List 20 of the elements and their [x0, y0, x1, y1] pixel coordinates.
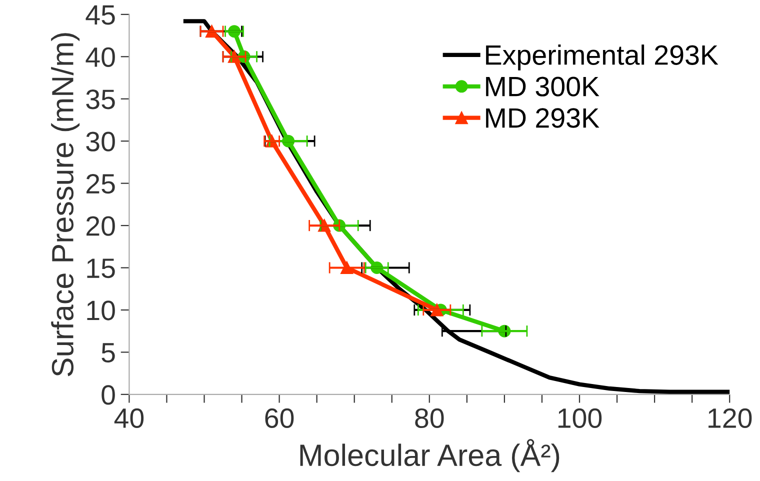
x-tick-label: 40 — [114, 408, 144, 428]
y-tick-label: 35 — [86, 90, 115, 110]
y-axis-title: Surface Pressure (mN/m) — [51, 33, 80, 376]
legend-label: Experimental 293K — [486, 44, 718, 70]
y-tick-label: 15 — [87, 258, 115, 278]
x-tick-label: 60 — [265, 408, 294, 428]
y-tick-label: 20 — [86, 216, 115, 236]
y-tick-label: 0 — [102, 385, 115, 405]
x-tick-label: 100 — [558, 408, 602, 428]
y-tick-label: 25 — [86, 174, 115, 194]
y-tick-label: 30 — [86, 132, 115, 152]
x-axis-title: Molecular Area (Å²) — [300, 439, 560, 472]
y-tick-label: 5 — [102, 343, 115, 363]
y-tick-label: 10 — [87, 300, 115, 320]
legend-label: MD 293K — [486, 108, 600, 128]
x-tick-label: 120 — [708, 408, 752, 428]
y-tick-label: 45 — [86, 5, 115, 25]
x-tick-label: 80 — [415, 408, 444, 428]
y-tick-label: 40 — [86, 47, 115, 67]
legend-label: MD 300K — [486, 76, 600, 96]
